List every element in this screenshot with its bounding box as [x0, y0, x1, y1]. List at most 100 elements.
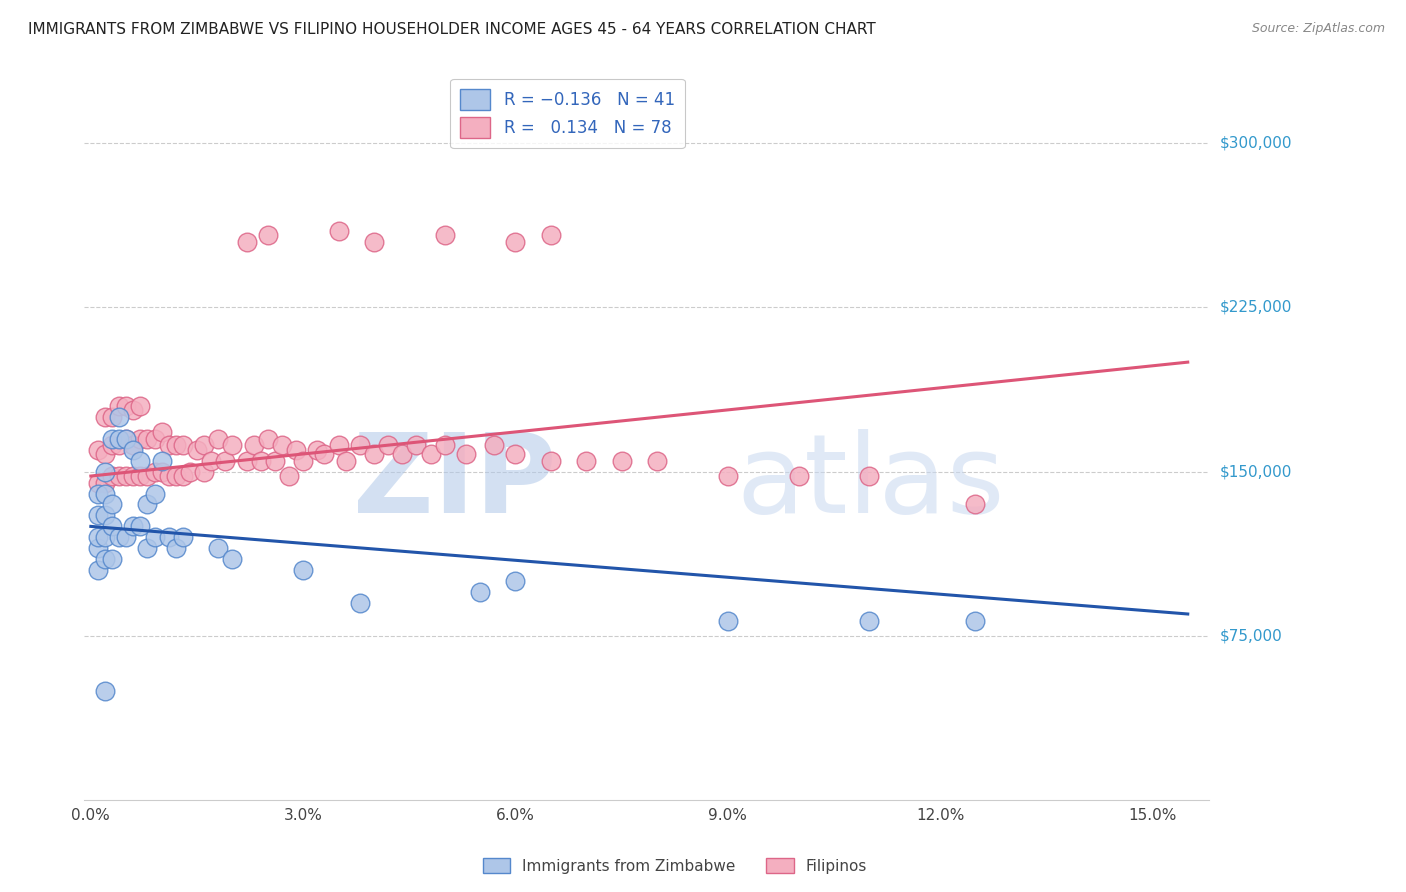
Point [377, 438, 399, 452]
Point [143, 530, 166, 544]
Point [87, 530, 110, 544]
Point [292, 563, 315, 577]
Point [454, 447, 477, 461]
Point [433, 228, 456, 243]
Point [108, 399, 131, 413]
Point [115, 399, 138, 413]
Point [101, 409, 124, 424]
Point [122, 438, 145, 452]
Point [645, 453, 668, 467]
Point [150, 453, 173, 467]
Point [129, 399, 152, 413]
Point [94, 508, 117, 523]
Point [87, 475, 110, 490]
Point [505, 447, 527, 461]
Point [101, 432, 124, 446]
Point [129, 453, 152, 467]
Text: ZIP: ZIP [353, 429, 557, 536]
Point [263, 453, 285, 467]
Point [108, 530, 131, 544]
Point [717, 614, 740, 628]
Text: $225,000: $225,000 [1220, 300, 1292, 315]
Point [172, 530, 194, 544]
Point [87, 442, 110, 457]
Point [540, 228, 562, 243]
Point [200, 453, 222, 467]
Point [94, 683, 117, 698]
Point [193, 465, 215, 479]
Point [193, 438, 215, 452]
Point [94, 486, 117, 500]
Point [271, 438, 294, 452]
Point [717, 469, 740, 483]
Point [101, 469, 124, 483]
Point [94, 552, 117, 566]
Point [391, 447, 413, 461]
Point [101, 552, 124, 566]
Point [136, 498, 159, 512]
Point [122, 469, 145, 483]
Text: Source: ZipAtlas.com: Source: ZipAtlas.com [1251, 22, 1385, 36]
Point [165, 469, 187, 483]
Point [328, 224, 350, 238]
Point [349, 438, 371, 452]
Point [505, 235, 527, 249]
Point [122, 403, 145, 417]
Point [150, 425, 173, 440]
Point [115, 432, 138, 446]
Point [207, 432, 229, 446]
Point [242, 438, 264, 452]
Point [307, 442, 329, 457]
Point [157, 469, 180, 483]
Legend: R = −0.136   N = 41, R =   0.134   N = 78: R = −0.136 N = 41, R = 0.134 N = 78 [450, 78, 685, 148]
Text: $300,000: $300,000 [1220, 136, 1292, 151]
Point [285, 442, 308, 457]
Point [143, 432, 166, 446]
Point [129, 469, 152, 483]
Point [278, 469, 301, 483]
Point [165, 438, 187, 452]
Point [858, 469, 880, 483]
Point [787, 469, 810, 483]
Point [221, 552, 243, 566]
Point [172, 438, 194, 452]
Point [256, 432, 278, 446]
Point [468, 585, 491, 599]
Point [87, 563, 110, 577]
Point [405, 438, 427, 452]
Text: atlas: atlas [737, 429, 1005, 536]
Point [94, 475, 117, 490]
Point [610, 453, 633, 467]
Text: $75,000: $75,000 [1220, 628, 1282, 643]
Point [143, 486, 166, 500]
Point [129, 432, 152, 446]
Point [143, 465, 166, 479]
Point [115, 432, 138, 446]
Point [115, 469, 138, 483]
Point [87, 541, 110, 556]
Point [235, 235, 257, 249]
Point [484, 438, 506, 452]
Point [314, 447, 336, 461]
Point [172, 469, 194, 483]
Point [108, 438, 131, 452]
Point [965, 498, 987, 512]
Point [965, 614, 987, 628]
Point [221, 438, 243, 452]
Point [575, 453, 598, 467]
Point [87, 508, 110, 523]
Point [363, 447, 385, 461]
Point [150, 465, 173, 479]
Point [419, 447, 441, 461]
Point [122, 519, 145, 533]
Text: IMMIGRANTS FROM ZIMBABWE VS FILIPINO HOUSEHOLDER INCOME AGES 45 - 64 YEARS CORRE: IMMIGRANTS FROM ZIMBABWE VS FILIPINO HOU… [28, 22, 876, 37]
Point [94, 447, 117, 461]
Point [157, 530, 180, 544]
Point [335, 453, 357, 467]
Point [540, 453, 562, 467]
Point [101, 498, 124, 512]
Point [108, 469, 131, 483]
Point [94, 530, 117, 544]
Point [186, 442, 208, 457]
Point [115, 530, 138, 544]
